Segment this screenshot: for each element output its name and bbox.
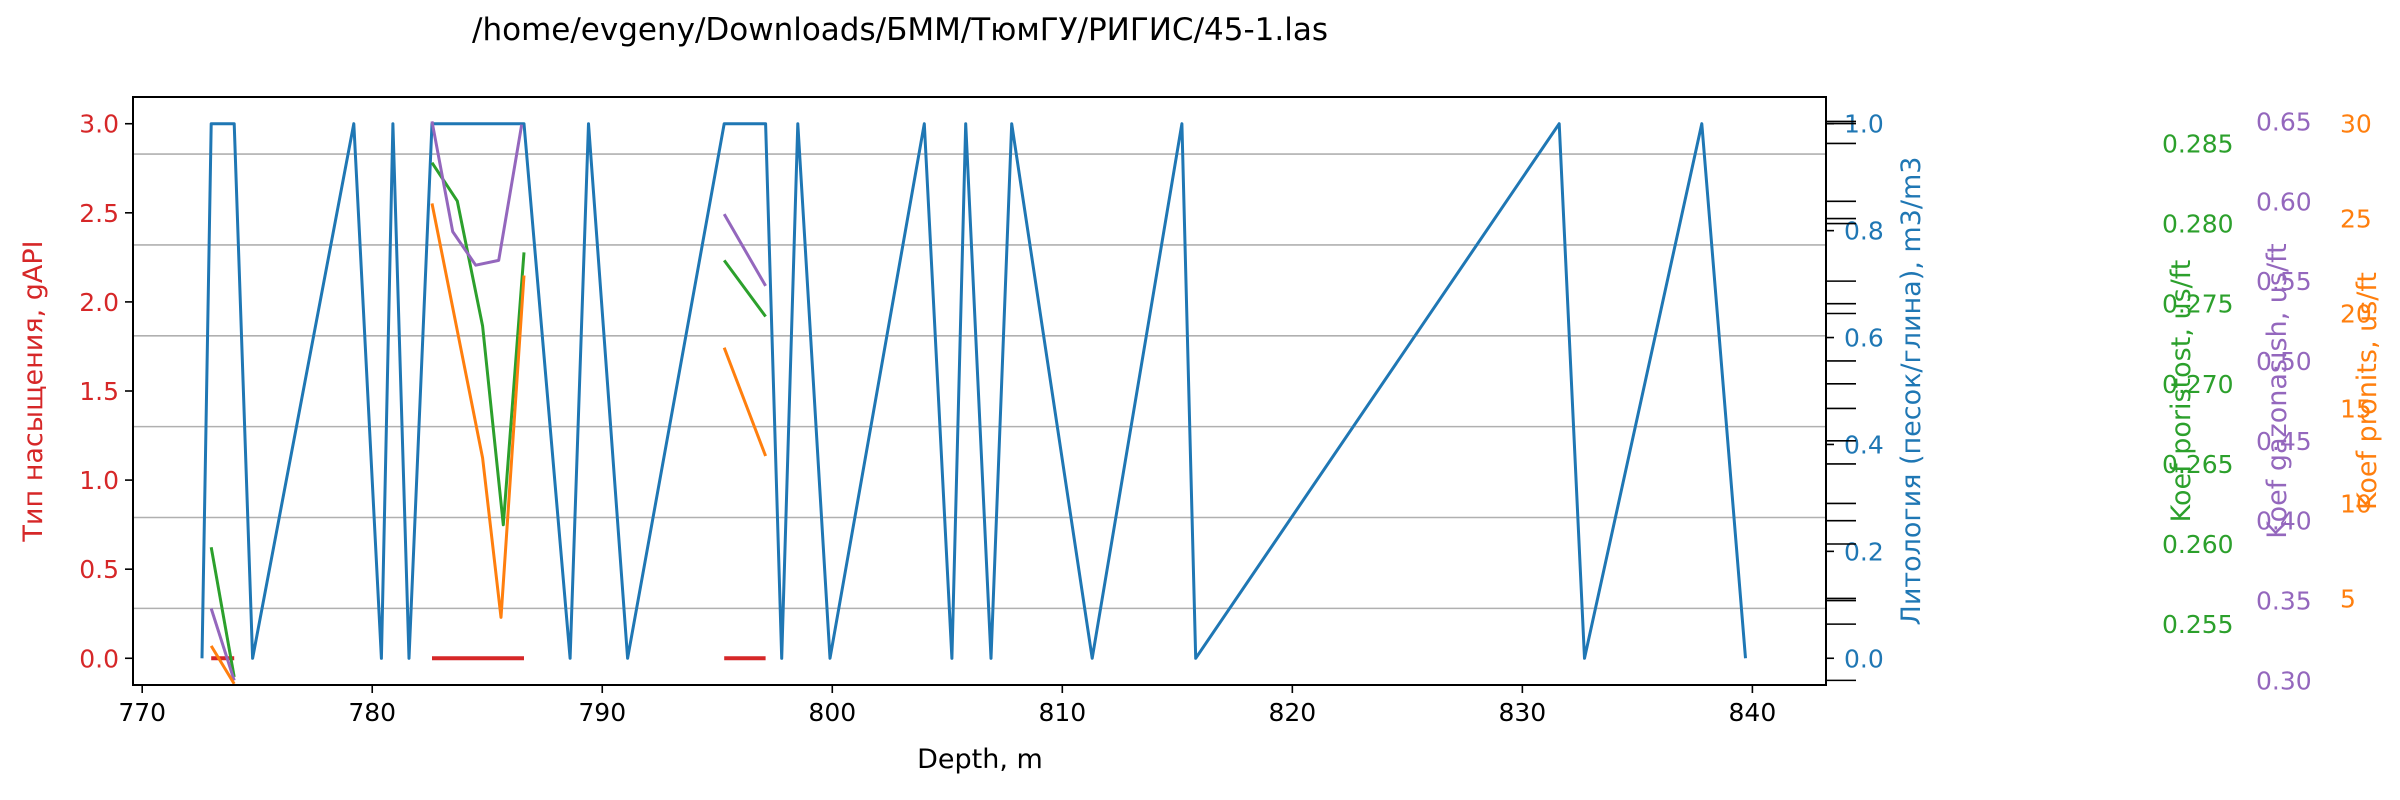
gas-series-line [209, 608, 236, 681]
y-tick-label-saturation: 0.5 [79, 555, 119, 584]
y-tick-label-saturation: 2.5 [79, 199, 119, 228]
y-tick-label-lithology: 0.4 [1844, 430, 1884, 459]
gas-series-line [430, 121, 524, 267]
y-tick-label-porosity: 0.285 [2162, 129, 2234, 158]
y-tick-label-gas: 0.55 [2256, 267, 2312, 296]
x-tick-label: 800 [808, 698, 856, 727]
axes-layer: 770 780 790 800 810 820 830 840 0.0 0.5 1.0 1.5 2.0 2… [79, 107, 2372, 727]
permeability-series-line [722, 347, 768, 457]
y-axis-label-lithology: Литология (песок/глина), m3/m3 [1896, 157, 1927, 626]
y-tick-label-lithology: 0.8 [1844, 217, 1884, 246]
y-tick-label-permeability: 15 [2340, 394, 2372, 423]
x-tick-label: 820 [1268, 698, 1316, 727]
y-tick-label-gas: 0.35 [2256, 587, 2312, 616]
y-tick-label-gas: 0.45 [2256, 427, 2312, 456]
y-tick-label-lithology: 0.2 [1844, 537, 1884, 566]
y-axis-label-saturation: Тип насыщения, gAPI [18, 240, 49, 542]
porosity-series-line [722, 259, 767, 318]
x-tick-label: 790 [578, 698, 626, 727]
y-tick-label-permeability: 25 [2340, 205, 2372, 234]
y-tick-label-gas: 0.30 [2256, 666, 2312, 695]
series-layer [200, 121, 1747, 685]
y-tick-label-porosity: 0.270 [2162, 370, 2234, 399]
x-tick-label: 840 [1729, 698, 1777, 727]
y-tick-label-saturation: 2.0 [79, 288, 119, 317]
permeability-series-line [430, 203, 526, 619]
chart-title: /home/evgeny/Downloads/БММ/ТюмГУ/РИГИС/4… [472, 12, 1328, 48]
y-tick-label-lithology: 0.6 [1844, 324, 1884, 353]
y-axis-label-porosity: Koef poristost, us/ft [2166, 260, 2197, 523]
x-tick-label: 770 [118, 698, 166, 727]
y-tick-label-porosity: 0.275 [2162, 290, 2234, 319]
gas-series-line [722, 213, 767, 287]
y-tick-label-permeability: 20 [2340, 300, 2372, 329]
y-tick-label-saturation: 3.0 [79, 110, 119, 139]
y-tick-label-lithology: 0.0 [1844, 644, 1884, 673]
y-axis-label-permeability: Koef pronits, us/ft [2352, 272, 2383, 510]
porosity-series-line [430, 161, 526, 527]
lithology-series-line [200, 122, 1747, 660]
y-tick-label-porosity: 0.265 [2162, 450, 2234, 479]
y-tick-label-porosity: 0.280 [2162, 210, 2234, 239]
y-tick-label-gas: 0.60 [2256, 187, 2312, 216]
y-tick-label-saturation: 1.0 [79, 466, 119, 495]
y-axis-label-gas: Koef gazonasish, us/ft [2262, 243, 2293, 538]
y-tick-label-saturation: 0.0 [79, 644, 119, 673]
x-tick-label: 830 [1499, 698, 1547, 727]
x-axis-label: Depth, m [917, 744, 1043, 775]
y-tick-label-permeability: 5 [2340, 584, 2356, 613]
y-tick-label-permeability: 10 [2340, 489, 2372, 518]
y-tick-label-gas: 0.50 [2256, 347, 2312, 376]
permeability-series-line [209, 645, 236, 685]
y-tick-label-gas: 0.40 [2256, 507, 2312, 536]
y-tick-label-permeability: 30 [2340, 110, 2372, 139]
x-tick-label: 780 [348, 698, 396, 727]
y-tick-label-porosity: 0.260 [2162, 530, 2234, 559]
y-tick-label-gas: 0.65 [2256, 107, 2312, 136]
y-tick-label-saturation: 1.5 [79, 377, 119, 406]
porosity-series-line [209, 546, 236, 678]
y-tick-label-porosity: 0.255 [2162, 610, 2234, 639]
x-tick-label: 810 [1038, 698, 1086, 727]
